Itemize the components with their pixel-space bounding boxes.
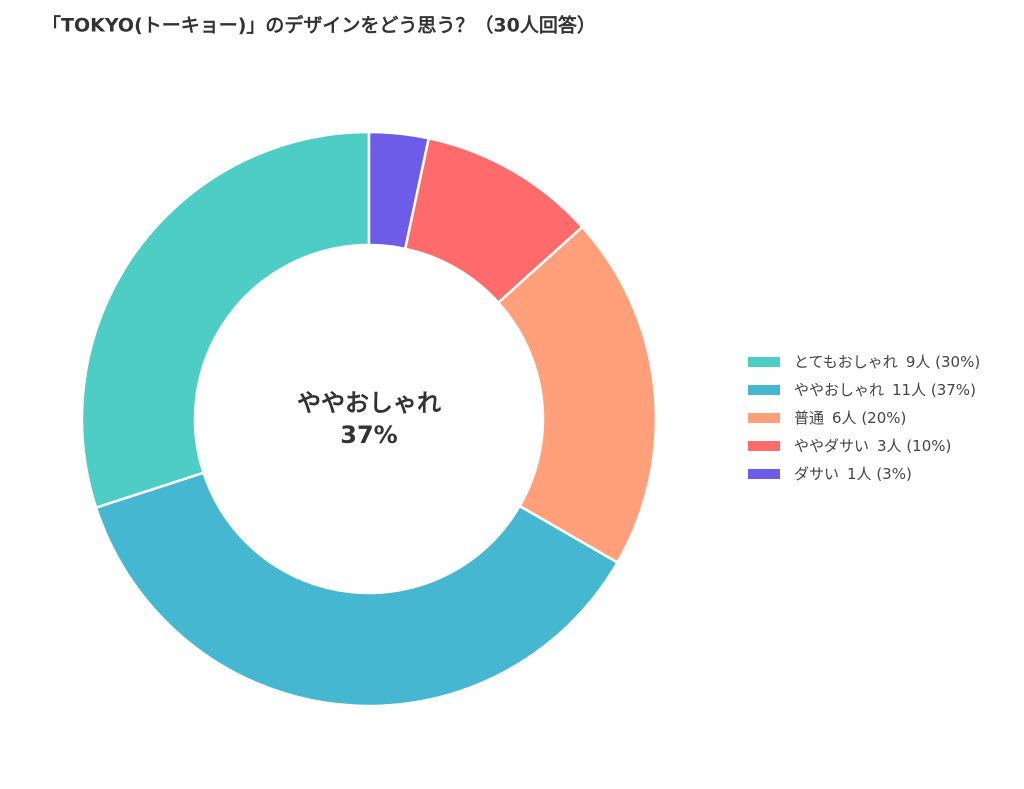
legend-category: とてもおしゃれ	[794, 353, 898, 371]
legend-swatch	[748, 385, 780, 395]
legend-category: ややダサい	[794, 437, 869, 455]
legend-category: 普通	[794, 409, 824, 427]
legend-label: ややダサい 3人 (10%)	[794, 437, 951, 455]
legend-swatch	[748, 413, 780, 423]
legend-category: ややおしゃれ	[794, 381, 884, 399]
legend-value: 1人 (3%)	[847, 465, 912, 483]
legend-swatch	[748, 441, 780, 451]
center-value: 37%	[340, 421, 397, 449]
legend-label: とてもおしゃれ 9人 (30%)	[794, 353, 980, 371]
chart-title: 「TOKYO(トーキョー)」のデザインをどう思う？（30人回答）	[42, 14, 596, 37]
slice	[367, 130, 431, 251]
legend-value: 9人 (30%)	[906, 353, 980, 371]
slice	[94, 471, 620, 708]
legend-value: 3人 (10%)	[877, 437, 951, 455]
center-label: ややおしゃれ	[297, 389, 441, 417]
legend-label: ややおしゃれ 11人 (37%)	[794, 381, 976, 399]
legend-swatch	[748, 357, 780, 367]
legend-label: 普通 6人 (20%)	[794, 409, 906, 427]
legend-swatch	[748, 469, 780, 479]
slice	[496, 225, 658, 565]
legend-value: 11人 (37%)	[892, 381, 976, 399]
legend-category: ダサい	[794, 465, 839, 483]
legend-value: 6人 (20%)	[832, 409, 906, 427]
legend-label: ダサい 1人 (3%)	[794, 465, 912, 483]
slice	[80, 130, 371, 510]
